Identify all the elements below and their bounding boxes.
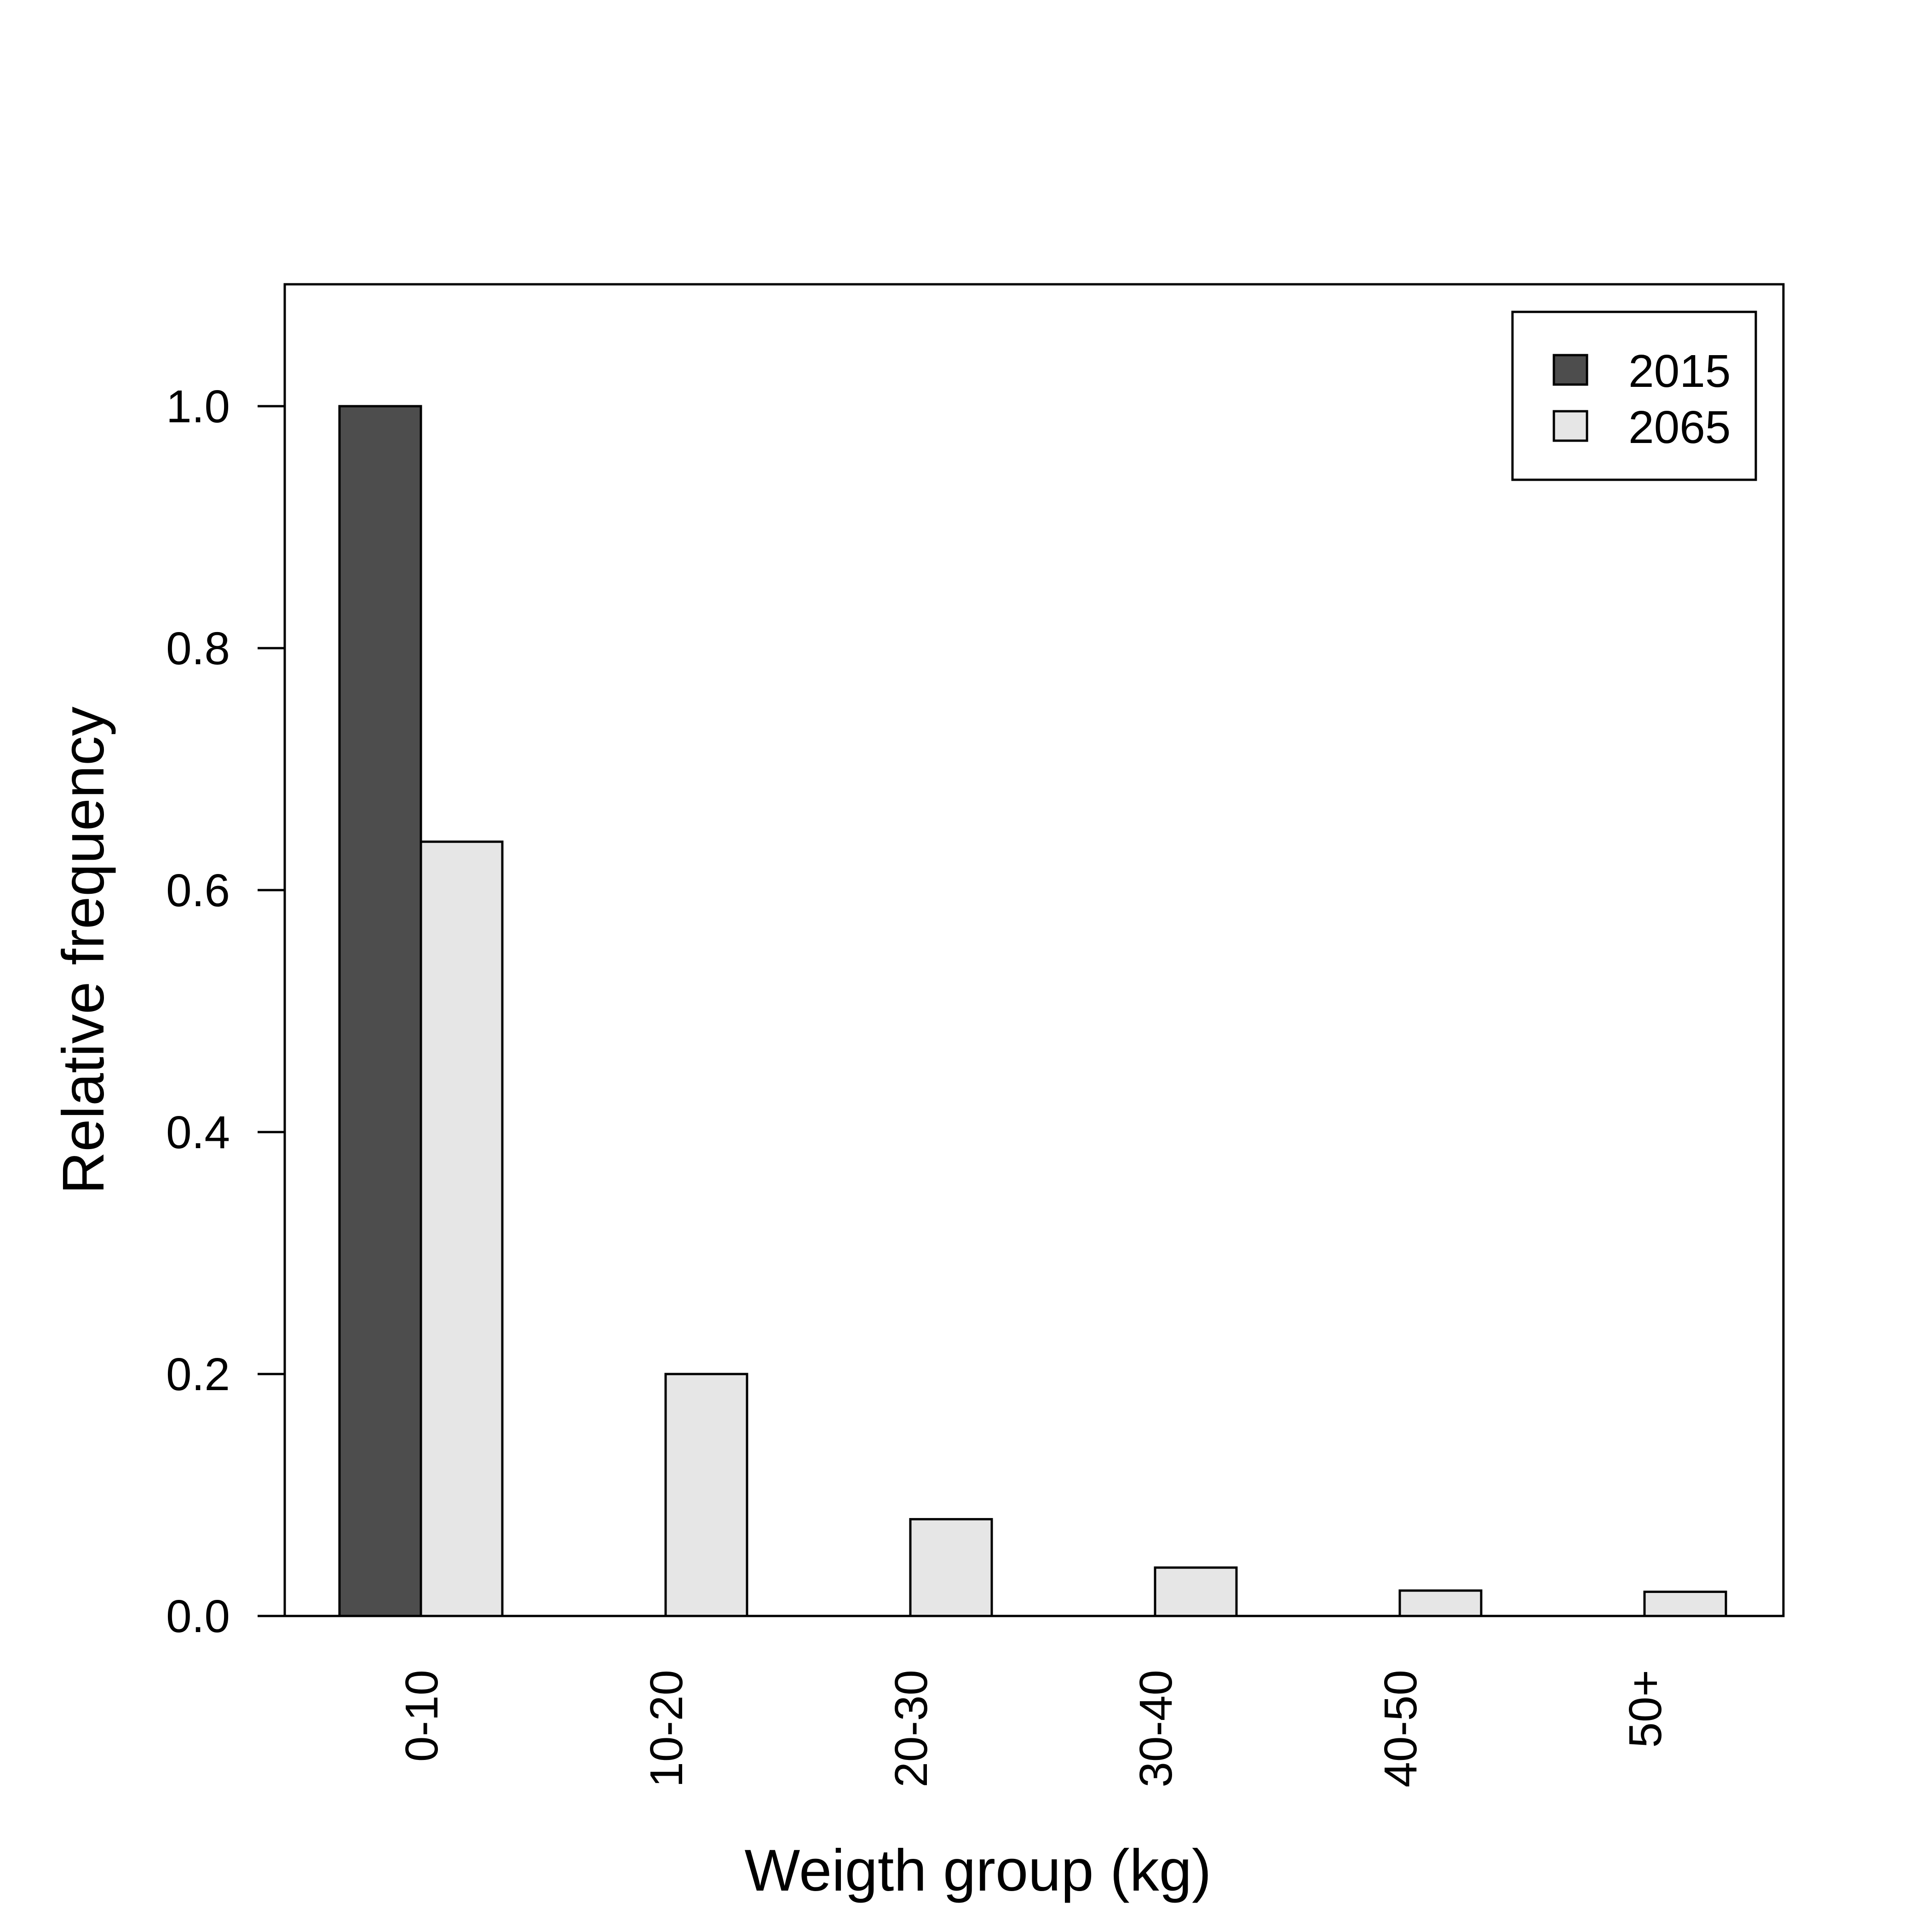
x-tick-label: 10-20 [641,1670,692,1788]
legend-swatch-2015 [1552,354,1588,386]
x-tick-label: 40-50 [1375,1670,1426,1788]
x-tick-label: 50+ [1620,1670,1671,1748]
bars-layer [338,405,1727,1617]
plot-frame [283,283,1785,1617]
y-axis-label: Relative frequency [51,707,116,1194]
x-axis-label: Weigth group (kg) [745,1838,1212,1903]
y-axis: 0.0 0.2 0.4 0.6 0.8 1.0 [166,381,286,1642]
legend-label: 2015 [1628,345,1731,397]
y-tick-label: 0.4 [166,1107,230,1158]
bar-2065-30-40 [1154,1566,1238,1617]
bar-2065-40-50 [1398,1589,1483,1617]
x-tick-label: 20-30 [886,1670,937,1788]
bar-2015-0-10 [338,405,422,1617]
bar-2065-20-30 [909,1518,993,1617]
x-tick-label: 30-40 [1130,1670,1182,1788]
legend-swatch-2065 [1552,410,1588,442]
legend-label: 2065 [1628,402,1731,453]
legend-box [1511,310,1757,481]
bar-2065-50+ [1643,1590,1727,1617]
bar-2065-10-20 [664,1373,748,1617]
y-tick-label: 0.6 [166,865,230,916]
x-tick-label: 0-10 [396,1670,448,1762]
y-tick-label: 1.0 [166,381,230,432]
bar-2065-0-10 [420,840,504,1617]
x-axis: 0-10 10-20 20-30 30-40 40-50 50+ [396,1670,1671,1788]
y-tick-label: 0.0 [166,1591,230,1642]
y-tick-label: 0.2 [166,1349,230,1400]
y-tick-label: 0.8 [166,623,230,674]
